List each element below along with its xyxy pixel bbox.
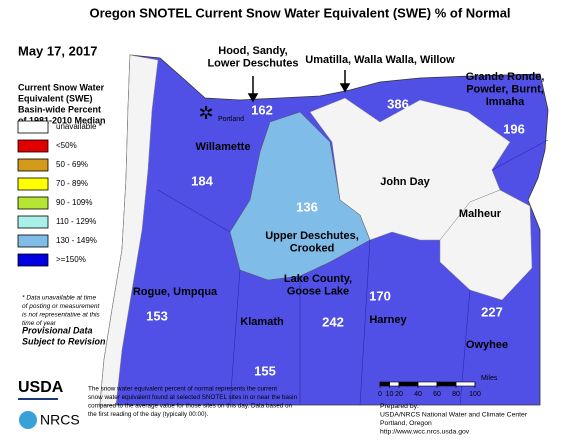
region-label: Hood, Sandy, <box>218 45 287 57</box>
scale-label: 80 <box>452 391 460 398</box>
legend-label: 50 - 69% <box>56 160 88 169</box>
malheur-basin <box>439 189 533 301</box>
footnote: The snow water equivalent percent of nor… <box>88 386 277 393</box>
region-label: Willamette <box>196 141 251 153</box>
region-label: Powder, Burnt, <box>466 83 544 95</box>
basin-border <box>229 269 241 406</box>
basin-border <box>157 189 231 233</box>
region-value: 242 <box>322 314 344 329</box>
upper-deschutes-basin <box>229 111 371 281</box>
scale-label: 40 <box>414 391 422 398</box>
legend-label: 90 - 109% <box>56 198 92 207</box>
legend-title: Equivalent (SWE) <box>18 93 93 103</box>
logo-text: USDA <box>18 379 64 396</box>
note: of posting or measurement <box>22 303 101 310</box>
provisional: Provisional Data <box>22 325 93 335</box>
region-label: Lower Deschutes <box>207 57 298 69</box>
prepared-by: USDA/NRCS National Water and Climate Cen… <box>380 411 528 418</box>
pointers <box>247 70 351 103</box>
region-label: Imnaha <box>486 96 525 108</box>
region-value: 170 <box>369 288 391 303</box>
note: * Data unavailable at time <box>22 295 96 302</box>
legend-label: 110 - 129% <box>56 217 96 226</box>
legend-title: Basin-wide Percent <box>18 104 101 114</box>
scale-unit: Miles <box>481 375 498 382</box>
region-label: Harney <box>369 314 407 326</box>
region-label: Klamath <box>240 316 284 328</box>
region-value: 196 <box>503 121 525 136</box>
logo-text: NRCS <box>40 412 80 428</box>
scale-segment <box>398 381 419 387</box>
footnote: compared to the average value for those … <box>88 403 292 410</box>
region-label: Grande Ronde, <box>466 71 545 83</box>
region-label: Rogue, Umpqua <box>133 286 218 298</box>
footnote: the first reading of the day (typically … <box>88 411 209 418</box>
region-value: 155 <box>254 363 276 378</box>
region-value: 153 <box>146 308 168 323</box>
note: time of year <box>22 320 57 327</box>
legend-swatch <box>17 196 49 210</box>
prepared-by: http://www.wcc.nrcs.usda.gov <box>380 428 470 435</box>
legend-swatch <box>17 120 49 134</box>
region-value: 136 <box>296 199 318 214</box>
basin-border <box>491 139 549 171</box>
scale-label: 20 <box>395 391 403 398</box>
scale-segment <box>455 381 476 387</box>
legend-label: 130 - 149% <box>56 236 97 245</box>
region-label: Upper Deschutes, <box>265 230 359 242</box>
logo-drop <box>19 411 37 429</box>
region-value: 184 <box>191 173 213 188</box>
pointer-head <box>247 93 259 103</box>
prepared-by: Portland, Oregon <box>380 420 432 427</box>
date: May 17, 2017 <box>18 43 98 58</box>
city-label: Portland <box>218 116 244 123</box>
legend-swatch <box>17 234 49 248</box>
scale-label: 100 <box>469 391 481 398</box>
scale-segment <box>379 381 390 387</box>
city-marker: ✲ <box>198 103 213 123</box>
scale-label: 0 <box>378 391 382 398</box>
region-value: 386 <box>387 96 409 111</box>
legend-swatch <box>17 215 49 229</box>
region-label: Umatilla, Walla Walla, Willow <box>305 54 455 66</box>
scale-label: 60 <box>433 391 441 398</box>
scale-label: 10 <box>386 391 394 398</box>
prepared-by: Prepared by: <box>380 403 419 410</box>
region-value: 227 <box>481 304 503 319</box>
legend-label: unavailable * <box>56 122 102 131</box>
scale-segment <box>417 381 438 387</box>
pointer-head <box>339 83 351 93</box>
region-label: Goose Lake <box>287 285 349 297</box>
footnote: snow water equivalent found at selected … <box>88 394 298 401</box>
logo-rule <box>18 398 58 400</box>
legend-label: 70 - 89% <box>56 179 88 188</box>
title: Oregon SNOTEL Current Snow Water Equival… <box>89 5 510 20</box>
legend-label: >=150% <box>56 255 86 264</box>
scale-segment <box>389 381 400 387</box>
basin-border <box>359 239 371 406</box>
region-label: Owyhee <box>466 339 508 351</box>
region-label: Malheur <box>459 208 502 220</box>
provisional: Subject to Revision <box>22 336 106 346</box>
legend-label: <50% <box>56 141 77 150</box>
note: is not representative at this <box>22 312 100 319</box>
coastal-unavailable <box>99 54 159 406</box>
legend-title: Current Snow Water <box>18 82 105 92</box>
region-label: Crooked <box>290 242 335 254</box>
legend-title: of 1981-2010 Median <box>18 115 106 125</box>
legend-swatch <box>17 253 49 267</box>
usda-logo: USDA NRCS <box>18 379 80 429</box>
scale-segment <box>436 381 457 387</box>
region-value: 162 <box>251 102 273 117</box>
legend-swatch <box>17 139 49 153</box>
legend-swatch <box>17 158 49 172</box>
legend-swatch <box>17 177 49 191</box>
region-label: Lake County, <box>284 273 352 285</box>
region-label: John Day <box>380 176 430 188</box>
